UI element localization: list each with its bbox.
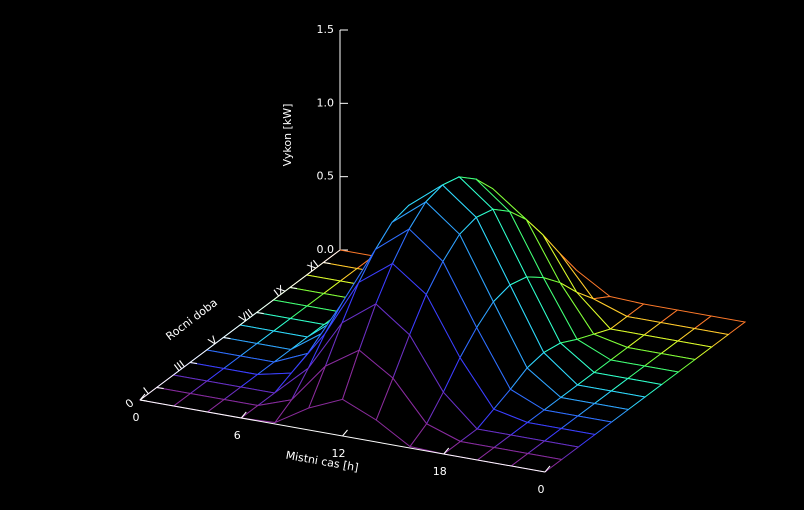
z-tick-label: 0.0: [317, 243, 335, 256]
x-tick-label: 0: [133, 411, 140, 424]
z-tick-label: 1.0: [317, 96, 335, 109]
z-tick-label: 0.5: [317, 170, 335, 183]
y-tick: [156, 387, 164, 389]
x-tick-label: 6: [234, 429, 241, 442]
z-tick-label: 1.5: [317, 23, 335, 36]
y-tick-label: I: [141, 385, 151, 397]
x-tick: [443, 447, 450, 455]
y-tick: [139, 399, 148, 402]
x-tick-label: 12: [332, 447, 346, 460]
x-tick: [544, 465, 551, 473]
x-tick-label: 0: [538, 483, 545, 496]
x-tick: [139, 393, 146, 401]
y-tick: [289, 287, 298, 289]
x-tick: [240, 411, 247, 419]
y-axis: [139, 249, 341, 401]
y-tick: [189, 362, 198, 364]
x-tick: [342, 429, 348, 437]
x-tick-label: 18: [433, 465, 447, 478]
y-tick: [256, 312, 264, 314]
y-tick: [323, 262, 331, 264]
z-axis-title: Vykon [kW]: [281, 104, 294, 167]
y-tick: [223, 337, 231, 339]
